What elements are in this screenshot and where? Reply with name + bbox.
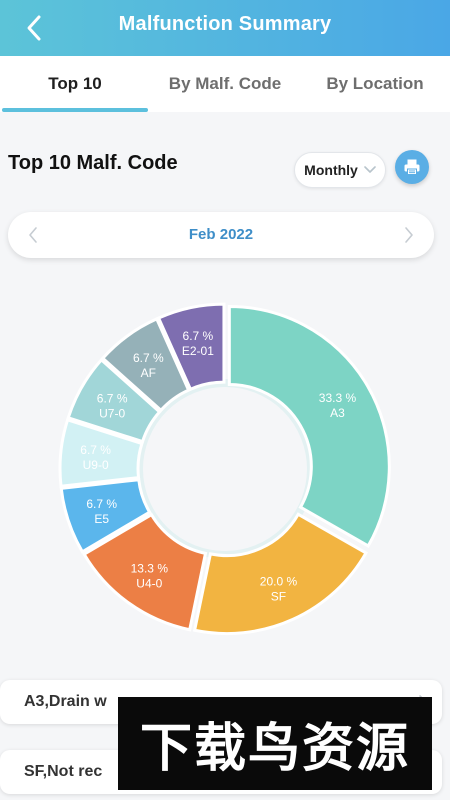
page-title: Malfunction Summary bbox=[118, 13, 332, 35]
list-item-text: A3,Drain w bbox=[24, 693, 107, 710]
tab-by-location[interactable]: By Location bbox=[326, 74, 424, 93]
watermark-text: 下载鸟资源 bbox=[139, 719, 410, 779]
donut-slice-sf[interactable] bbox=[192, 512, 369, 636]
slice-percent-label: 13.3 % bbox=[131, 562, 169, 576]
printer-icon bbox=[404, 159, 420, 175]
previous-month-button[interactable] bbox=[18, 220, 48, 250]
slice-percent-label: 6.7 % bbox=[133, 351, 164, 365]
slice-code-label: U9-0 bbox=[83, 458, 109, 472]
donut-slice-u7-0[interactable] bbox=[66, 357, 162, 444]
watermark-banner: 下载鸟资源 bbox=[118, 697, 432, 790]
back-button[interactable] bbox=[14, 8, 54, 48]
section-title: Top 10 Malf. Code bbox=[8, 152, 178, 174]
slice-percent-label: 33.3 % bbox=[319, 391, 357, 405]
app-header: Malfunction Summary bbox=[0, 0, 450, 56]
period-value: Monthly bbox=[304, 162, 358, 178]
slice-percent-label: 20.0 % bbox=[260, 575, 298, 589]
slice-percent-label: 6.7 % bbox=[183, 329, 214, 343]
donut-slice-a3[interactable] bbox=[227, 304, 391, 548]
date-navigator: Feb 2022 bbox=[8, 212, 434, 258]
chevron-left-icon bbox=[27, 15, 41, 41]
donut-inner-ring bbox=[135, 379, 315, 559]
tab-by-malf-code[interactable]: By Malf. Code bbox=[168, 74, 282, 93]
chevron-down-icon bbox=[364, 166, 376, 173]
slice-code-label: AF bbox=[141, 366, 156, 380]
list-item-text: SF,Not rec bbox=[24, 763, 103, 780]
chevron-right-icon bbox=[405, 227, 413, 243]
donut-slice-af[interactable] bbox=[100, 316, 191, 413]
slice-code-label: E2-01 bbox=[182, 344, 214, 358]
current-month-label: Feb 2022 bbox=[188, 226, 254, 243]
donut-slice-e5[interactable] bbox=[59, 478, 152, 554]
period-dropdown[interactable]: Monthly bbox=[294, 152, 386, 188]
donut-slice-u9-0[interactable] bbox=[58, 417, 144, 488]
chevron-left-icon bbox=[29, 227, 37, 243]
slice-percent-label: 6.7 % bbox=[86, 497, 117, 511]
slice-code-label: U7-0 bbox=[99, 406, 125, 420]
slice-percent-label: 6.7 % bbox=[97, 391, 128, 405]
donut-slice-e2-01[interactable] bbox=[156, 302, 226, 392]
tab-top-10[interactable]: Top 10 bbox=[0, 56, 150, 112]
slice-code-label: SF bbox=[271, 590, 286, 604]
slice-code-label: A3 bbox=[330, 406, 345, 420]
slice-code-label: E5 bbox=[94, 512, 109, 526]
tab-bar: Top 10 By Malf. Code By Location bbox=[0, 56, 450, 112]
slice-code-label: U4-0 bbox=[136, 577, 162, 591]
slice-percent-label: 6.7 % bbox=[80, 443, 111, 457]
print-button[interactable] bbox=[395, 150, 429, 184]
donut-slice-u4-0[interactable] bbox=[82, 512, 208, 632]
next-month-button[interactable] bbox=[394, 220, 424, 250]
